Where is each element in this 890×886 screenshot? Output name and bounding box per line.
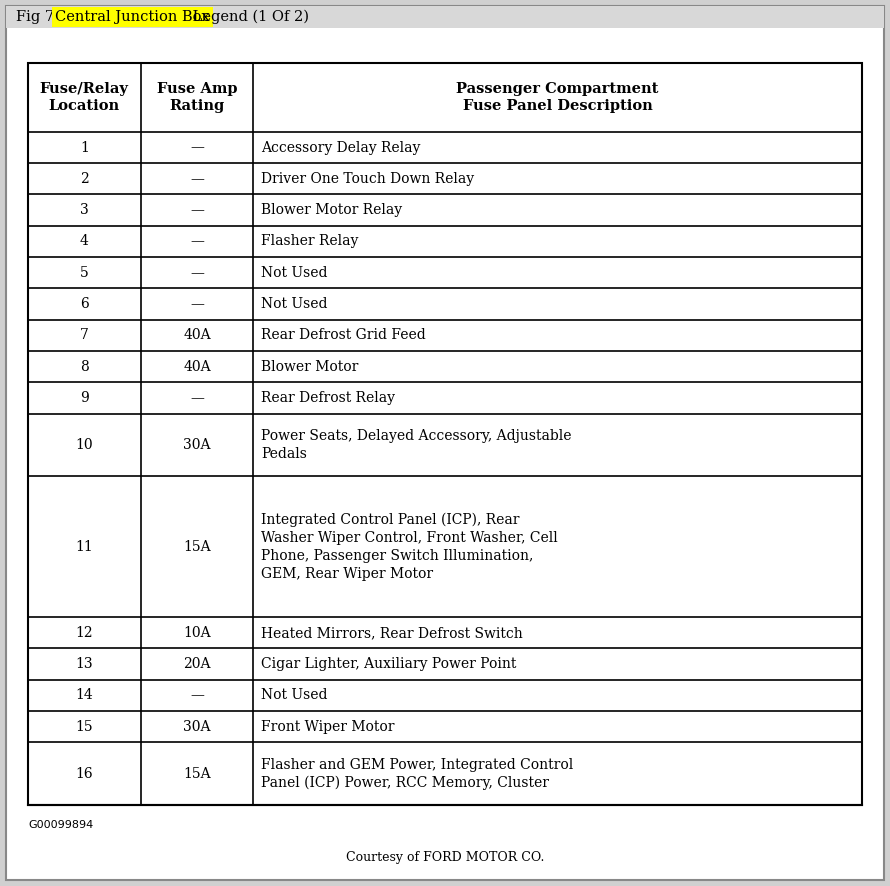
Text: 14: 14 [76, 688, 93, 703]
Text: —: — [190, 203, 204, 217]
Text: Accessory Delay Relay: Accessory Delay Relay [261, 141, 421, 154]
Text: Rear Defrost Relay: Rear Defrost Relay [261, 391, 395, 405]
Text: Not Used: Not Used [261, 688, 328, 703]
Text: 30A: 30A [183, 438, 211, 452]
Text: Flasher Relay: Flasher Relay [261, 235, 359, 248]
Text: —: — [190, 266, 204, 280]
Text: Not Used: Not Used [261, 297, 328, 311]
Text: —: — [190, 688, 204, 703]
Text: Fuse/Relay
Location: Fuse/Relay Location [40, 82, 129, 113]
Text: 6: 6 [80, 297, 89, 311]
Text: 9: 9 [80, 391, 89, 405]
Text: 12: 12 [76, 626, 93, 640]
Text: 15A: 15A [183, 766, 211, 781]
Text: Rear Defrost Grid Feed: Rear Defrost Grid Feed [261, 329, 426, 342]
Text: 15A: 15A [183, 540, 211, 554]
Text: Driver One Touch Down Relay: Driver One Touch Down Relay [261, 172, 474, 186]
Text: 10A: 10A [183, 626, 211, 640]
Text: —: — [190, 172, 204, 186]
Text: 11: 11 [76, 540, 93, 554]
Text: Blower Motor Relay: Blower Motor Relay [261, 203, 402, 217]
Bar [6, 6, 884, 28]
Text: 3: 3 [80, 203, 89, 217]
Text: 1: 1 [80, 141, 89, 154]
Text: 20A: 20A [183, 657, 211, 671]
Text: —: — [190, 297, 204, 311]
Text: 2: 2 [80, 172, 89, 186]
Text: Flasher and GEM Power, Integrated Control
Panel (ICP) Power, RCC Memory, Cluster: Flasher and GEM Power, Integrated Contro… [261, 758, 573, 790]
Text: Blower Motor: Blower Motor [261, 360, 359, 374]
Text: 15: 15 [76, 719, 93, 734]
Text: 4: 4 [80, 235, 89, 248]
Text: Central Junction Box: Central Junction Box [55, 10, 210, 24]
Text: Cigar Lighter, Auxiliary Power Point: Cigar Lighter, Auxiliary Power Point [261, 657, 516, 671]
Text: Not Used: Not Used [261, 266, 328, 280]
Text: 30A: 30A [183, 719, 211, 734]
Text: Fuse Amp
Rating: Fuse Amp Rating [157, 82, 237, 113]
Text: 8: 8 [80, 360, 89, 374]
Text: —: — [190, 391, 204, 405]
Text: 7: 7 [80, 329, 89, 342]
Text: Fig 7:: Fig 7: [16, 10, 63, 24]
Text: 10: 10 [76, 438, 93, 452]
Text: Integrated Control Panel (ICP), Rear
Washer Wiper Control, Front Washer, Cell
Ph: Integrated Control Panel (ICP), Rear Was… [261, 513, 558, 580]
Text: Courtesy of FORD MOTOR CO.: Courtesy of FORD MOTOR CO. [346, 851, 544, 865]
Text: 5: 5 [80, 266, 89, 280]
Text: Power Seats, Delayed Accessory, Adjustable
Pedals: Power Seats, Delayed Accessory, Adjustab… [261, 429, 571, 461]
Text: 40A: 40A [183, 360, 211, 374]
Text: Passenger Compartment
Fuse Panel Description: Passenger Compartment Fuse Panel Descrip… [457, 82, 659, 113]
Text: Heated Mirrors, Rear Defrost Switch: Heated Mirrors, Rear Defrost Switch [261, 626, 523, 640]
Text: —: — [190, 235, 204, 248]
Text: G00099894: G00099894 [28, 820, 93, 830]
Text: 16: 16 [76, 766, 93, 781]
Text: Legend (1 Of 2): Legend (1 Of 2) [188, 10, 309, 24]
Text: —: — [190, 141, 204, 154]
Text: 13: 13 [76, 657, 93, 671]
Text: Front Wiper Motor: Front Wiper Motor [261, 719, 394, 734]
Text: 40A: 40A [183, 329, 211, 342]
Bar [28, 63, 862, 805]
